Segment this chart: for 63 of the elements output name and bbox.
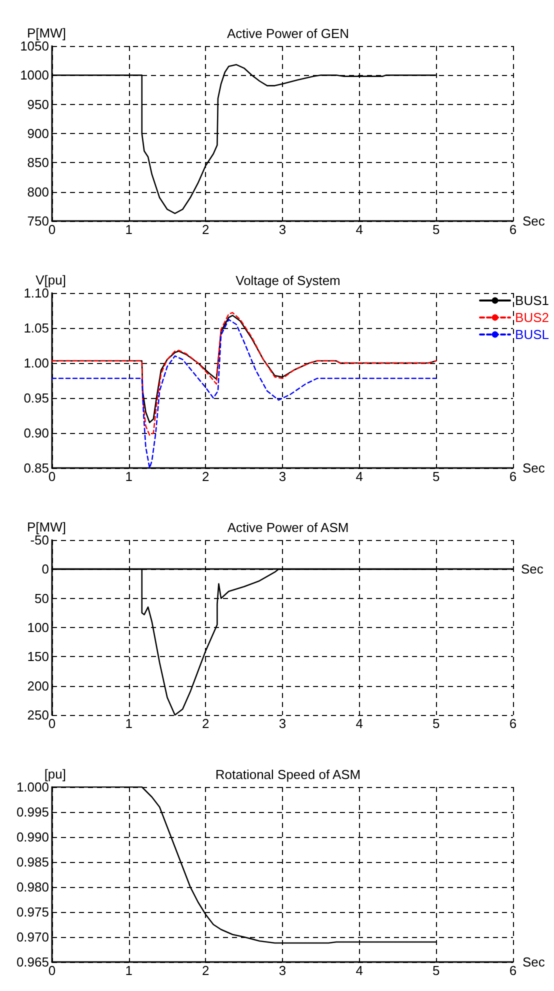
y-tick-label: 0.95	[24, 390, 49, 406]
x-tick-label: 2	[202, 222, 210, 237]
y-tick-label: 1.00	[24, 356, 49, 370]
x-tick-label: 5	[432, 963, 440, 978]
y-tick-label: 1.05	[24, 320, 49, 336]
x-tick-label: 2	[202, 469, 210, 484]
y-tick-label: 250	[27, 708, 49, 722]
x-tick-label: 4	[356, 469, 363, 484]
x-axis-title: Sec	[522, 954, 546, 970]
y-tick-label: 100	[27, 620, 49, 635]
x-tick-label: 3	[278, 963, 286, 978]
y-tick-label: 0.995	[16, 804, 49, 820]
y-tick-label: 900	[27, 126, 49, 141]
x-tick-label: 3	[278, 469, 286, 484]
x-tick-label: 4	[356, 222, 363, 237]
y-tick-label: 0.90	[24, 426, 49, 440]
x-axis-title: Sec	[521, 562, 544, 577]
x-tick-label: 2	[202, 963, 210, 978]
x-tick-label: 4	[356, 716, 363, 731]
y-tick-label: 0.975	[16, 904, 49, 920]
chart-title: Active Power of GEN	[226, 26, 350, 41]
x-tick-label: 5	[432, 222, 440, 237]
x-axis-title: Sec	[522, 460, 546, 476]
x-axis-title: Sec	[522, 214, 546, 228]
legend-label: BUSL	[515, 327, 550, 342]
x-tick-label: 1	[125, 469, 132, 484]
x-tick-label: 6	[509, 963, 517, 978]
x-tick-label: 2	[202, 716, 210, 731]
y-tick-label: 800	[27, 184, 49, 200]
y-tick-label: 50	[34, 590, 49, 606]
y-tick-label: 1000	[20, 68, 49, 83]
x-tick-label: 6	[509, 716, 517, 731]
y-tick-label: 750	[27, 214, 49, 228]
x-tick-label: 6	[509, 222, 517, 237]
chart-title: Rotational Speed of ASM	[215, 767, 361, 782]
y-tick-label: 850	[27, 155, 49, 170]
y-tick-label: 0.970	[16, 930, 49, 944]
y-tick-label: 0	[42, 562, 49, 577]
y-tick-label: 0.85	[24, 460, 49, 476]
y-axis-title: P[MW]	[27, 26, 66, 41]
y-tick-label: 200	[27, 678, 49, 694]
y-tick-label: 0.990	[16, 830, 49, 844]
x-tick-label: 3	[278, 222, 286, 237]
x-tick-label: 3	[278, 716, 286, 731]
x-tick-label: 1	[125, 716, 132, 731]
y-tick-label: 0.980	[16, 880, 49, 894]
x-tick-label: 5	[432, 469, 440, 484]
chart-title: Voltage of System	[236, 273, 340, 288]
x-tick-label: 4	[356, 963, 363, 978]
y-axis-title: V[pu]	[36, 272, 66, 288]
legend-label: BUS1	[515, 293, 550, 308]
chart-title: Active Power of ASM	[227, 520, 349, 535]
y-axis-title: P[MW]	[27, 520, 66, 535]
y-axis-title: [pu]	[44, 766, 66, 782]
y-tick-label: 950	[27, 96, 49, 112]
x-tick-label: 1	[125, 963, 132, 978]
y-tick-label: 0.985	[16, 854, 49, 870]
x-tick-label: 6	[509, 469, 517, 484]
x-tick-label: 1	[125, 222, 132, 237]
y-tick-label: 150	[27, 649, 49, 664]
legend-label: BUS2	[515, 310, 550, 325]
x-tick-label: 5	[432, 716, 440, 731]
y-tick-label: 0.965	[16, 954, 49, 970]
